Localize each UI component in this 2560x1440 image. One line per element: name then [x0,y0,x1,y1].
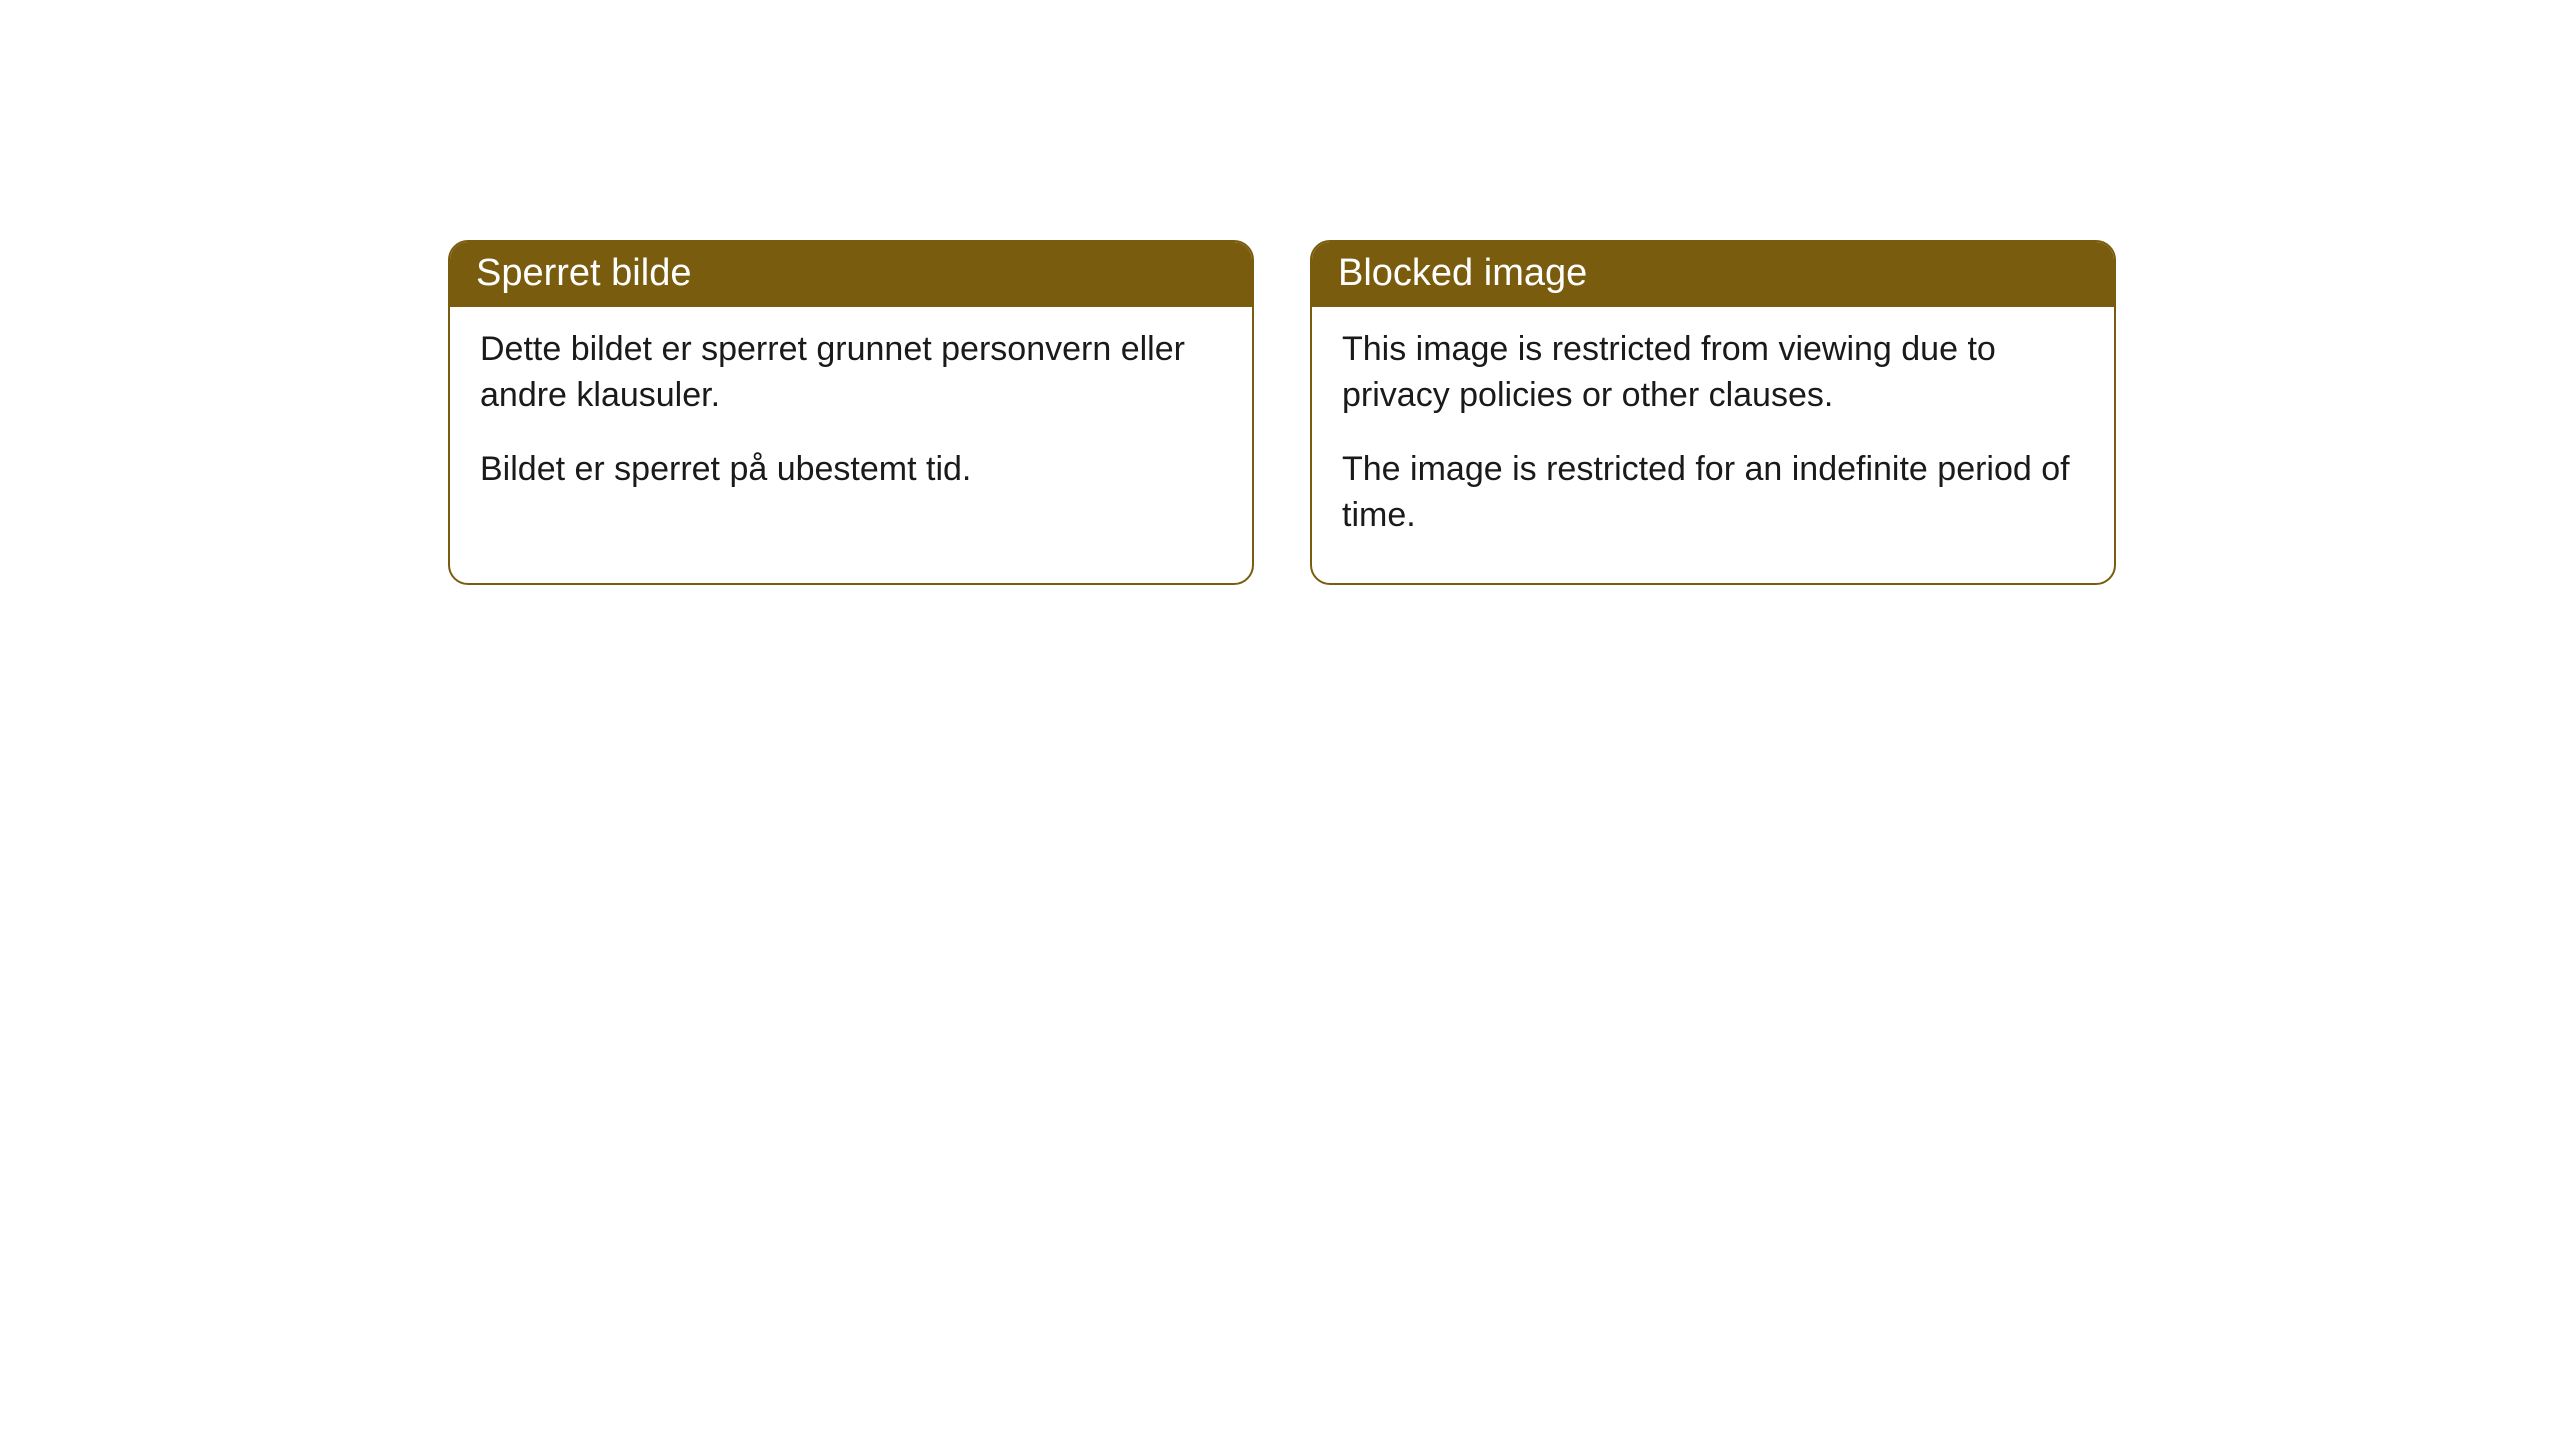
blocked-image-card-en: Blocked image This image is restricted f… [1310,240,2116,585]
card-text-1: Dette bildet er sperret grunnet personve… [480,327,1222,419]
card-title: Blocked image [1312,242,2114,307]
card-body: This image is restricted from viewing du… [1312,307,2114,583]
card-text-2: The image is restricted for an indefinit… [1342,447,2084,539]
card-text-1: This image is restricted from viewing du… [1342,327,2084,419]
card-body: Dette bildet er sperret grunnet personve… [450,307,1252,537]
blocked-image-card-no: Sperret bilde Dette bildet er sperret gr… [448,240,1254,585]
card-text-2: Bildet er sperret på ubestemt tid. [480,447,1222,493]
cards-container: Sperret bilde Dette bildet er sperret gr… [0,0,2560,585]
card-title: Sperret bilde [450,242,1252,307]
